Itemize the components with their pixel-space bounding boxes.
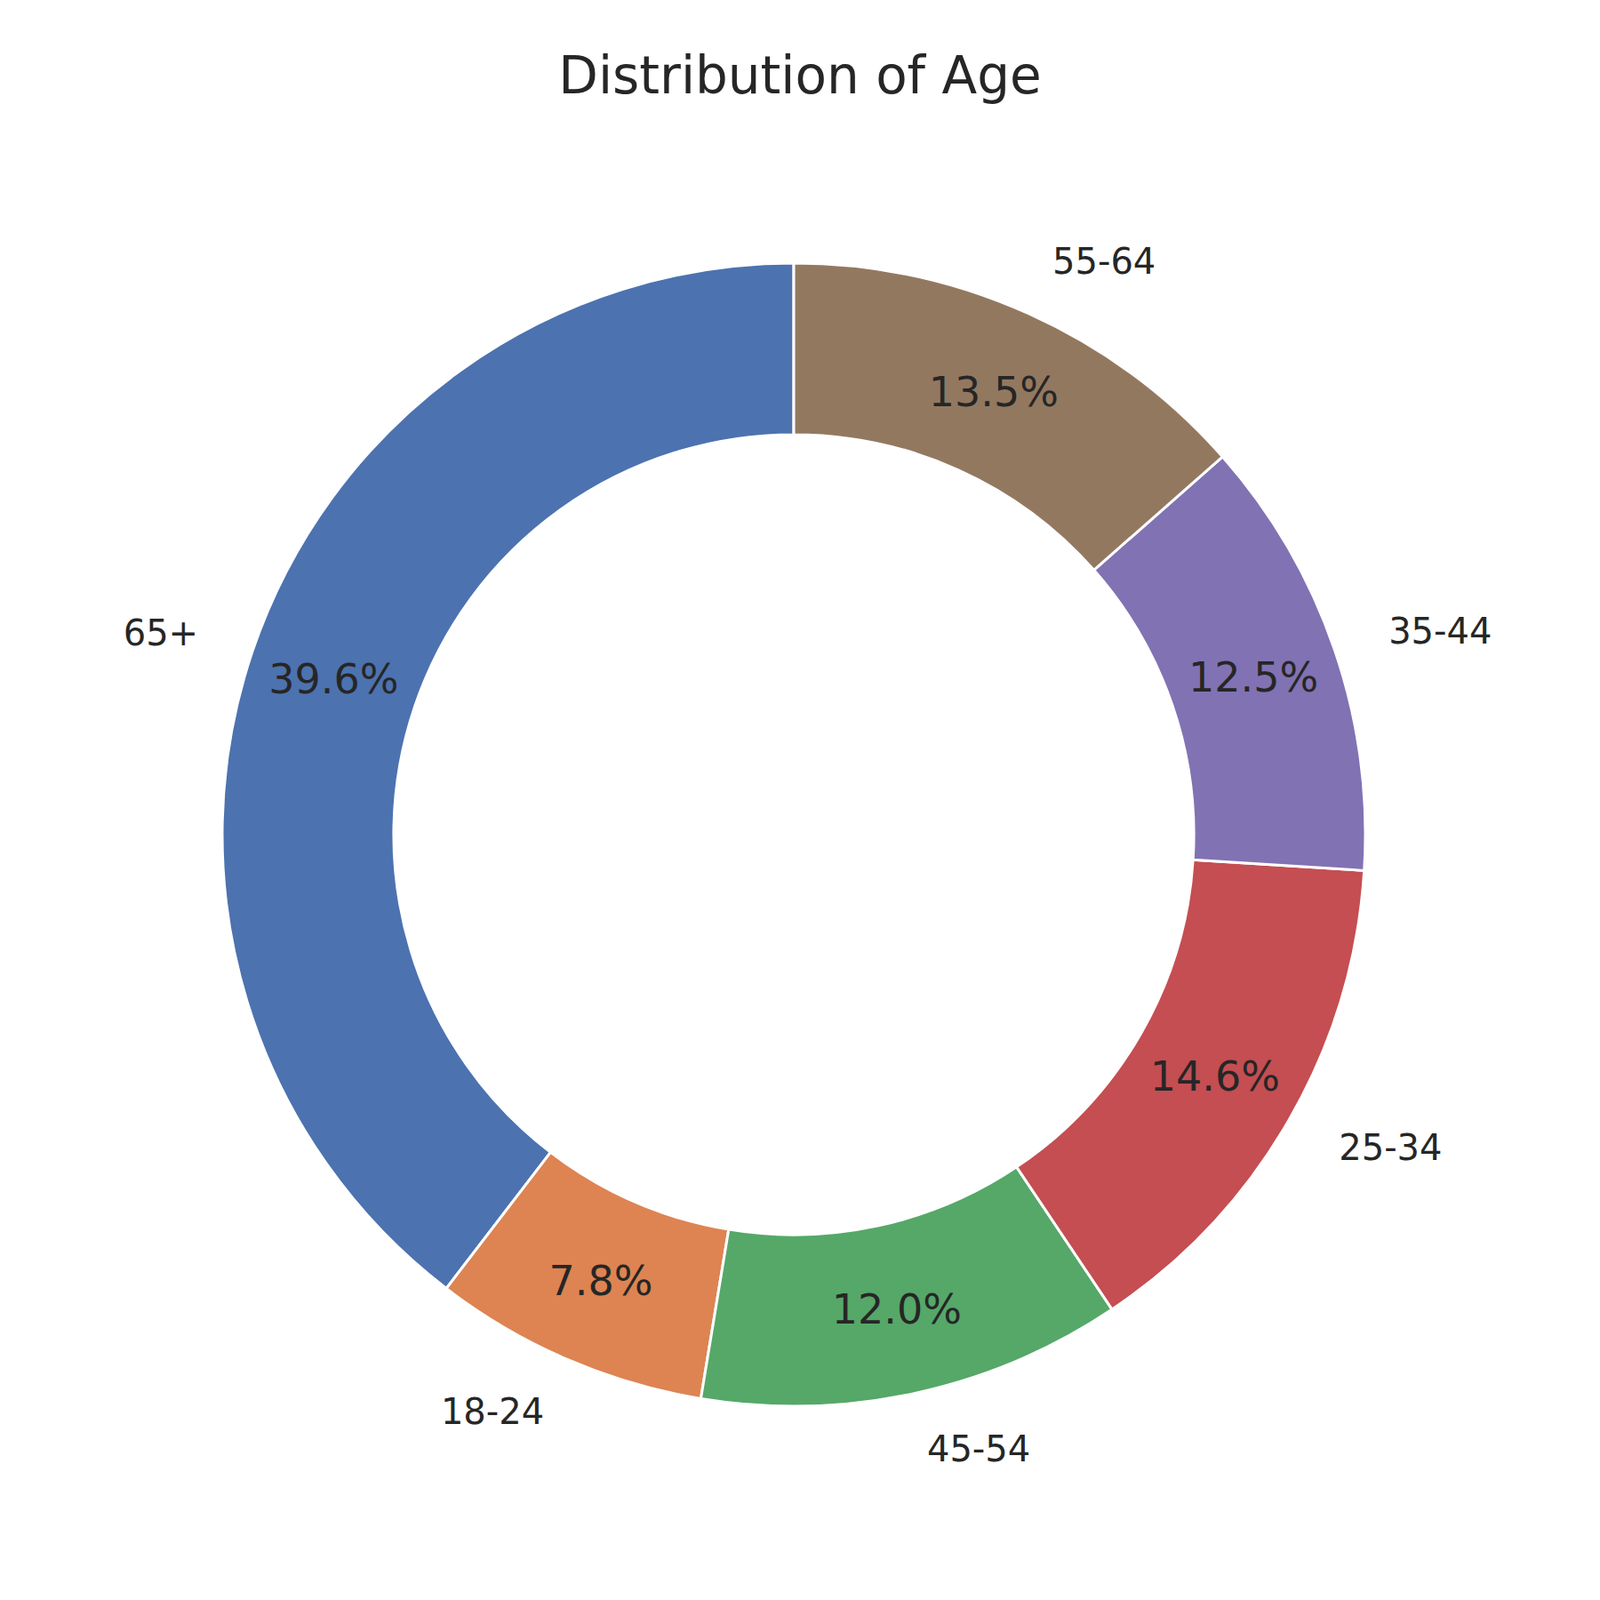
category-label: 35-44	[1388, 610, 1492, 652]
data-label: 7.8%	[549, 1256, 654, 1305]
category-label: 55-64	[1052, 240, 1156, 282]
slice	[793, 263, 1223, 570]
category-label: 65+	[123, 612, 199, 654]
data-label: 14.6%	[1150, 1052, 1280, 1101]
data-label: 13.5%	[928, 368, 1059, 416]
title: Distribution of Age	[558, 45, 1041, 106]
pie: 65+ 18-24 45-54 25-34 35-44 55-64 39.6% 7.8% 12.…	[123, 240, 1493, 1470]
category-label: 25-34	[1338, 1127, 1442, 1168]
chart: Distribution of Age 65+ 18-24 45-54 25-34 35-…	[0, 0, 1600, 1600]
category-label: 45-54	[927, 1428, 1031, 1470]
slice	[1016, 859, 1365, 1310]
data-label: 12.5%	[1188, 653, 1319, 702]
slice	[446, 1152, 729, 1399]
slice	[222, 263, 794, 1289]
category-label: 18-24	[440, 1391, 544, 1432]
data-label: 12.0%	[832, 1285, 962, 1334]
data-label: 39.6%	[268, 655, 399, 704]
